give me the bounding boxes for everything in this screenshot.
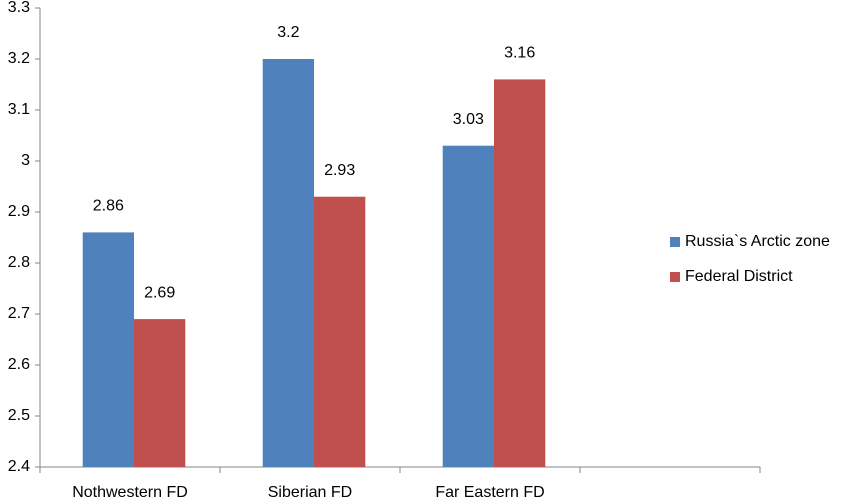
- y-tick-label: 2.4: [8, 458, 30, 475]
- bar: [262, 59, 314, 467]
- y-tick-label: 2.6: [8, 356, 30, 373]
- bar: [314, 196, 366, 467]
- y-tick-label: 2.8: [8, 254, 30, 271]
- legend-swatch: [670, 272, 680, 282]
- y-tick-label: 2.9: [8, 203, 30, 220]
- bar: [134, 319, 186, 467]
- legend-label: Federal District: [685, 268, 793, 285]
- x-tick-label: Siberian FD: [268, 484, 352, 501]
- bar: [494, 79, 546, 468]
- y-tick-label: 2.7: [8, 305, 30, 322]
- y-tick-label: 3.2: [8, 50, 30, 67]
- data-label: 3.16: [504, 45, 535, 62]
- y-tick-label: 3.1: [8, 101, 30, 118]
- bar: [82, 232, 134, 467]
- legend-swatch: [670, 237, 680, 247]
- data-label: 2.93: [324, 162, 355, 179]
- data-label: 2.86: [93, 198, 124, 215]
- y-tick-label: 2.5: [8, 407, 30, 424]
- y-tick-label: 3.3: [8, 0, 30, 16]
- data-label: 3.03: [453, 111, 484, 128]
- bar: [442, 145, 494, 467]
- data-label: 2.69: [144, 284, 175, 301]
- data-label: 3.2: [277, 24, 299, 41]
- y-tick-label: 3: [21, 152, 30, 169]
- x-tick-label: Far Eastern FD: [435, 484, 544, 501]
- legend-label: Russia`s Arctic zone: [685, 233, 830, 250]
- x-tick-label: Nothwestern FD: [72, 484, 188, 501]
